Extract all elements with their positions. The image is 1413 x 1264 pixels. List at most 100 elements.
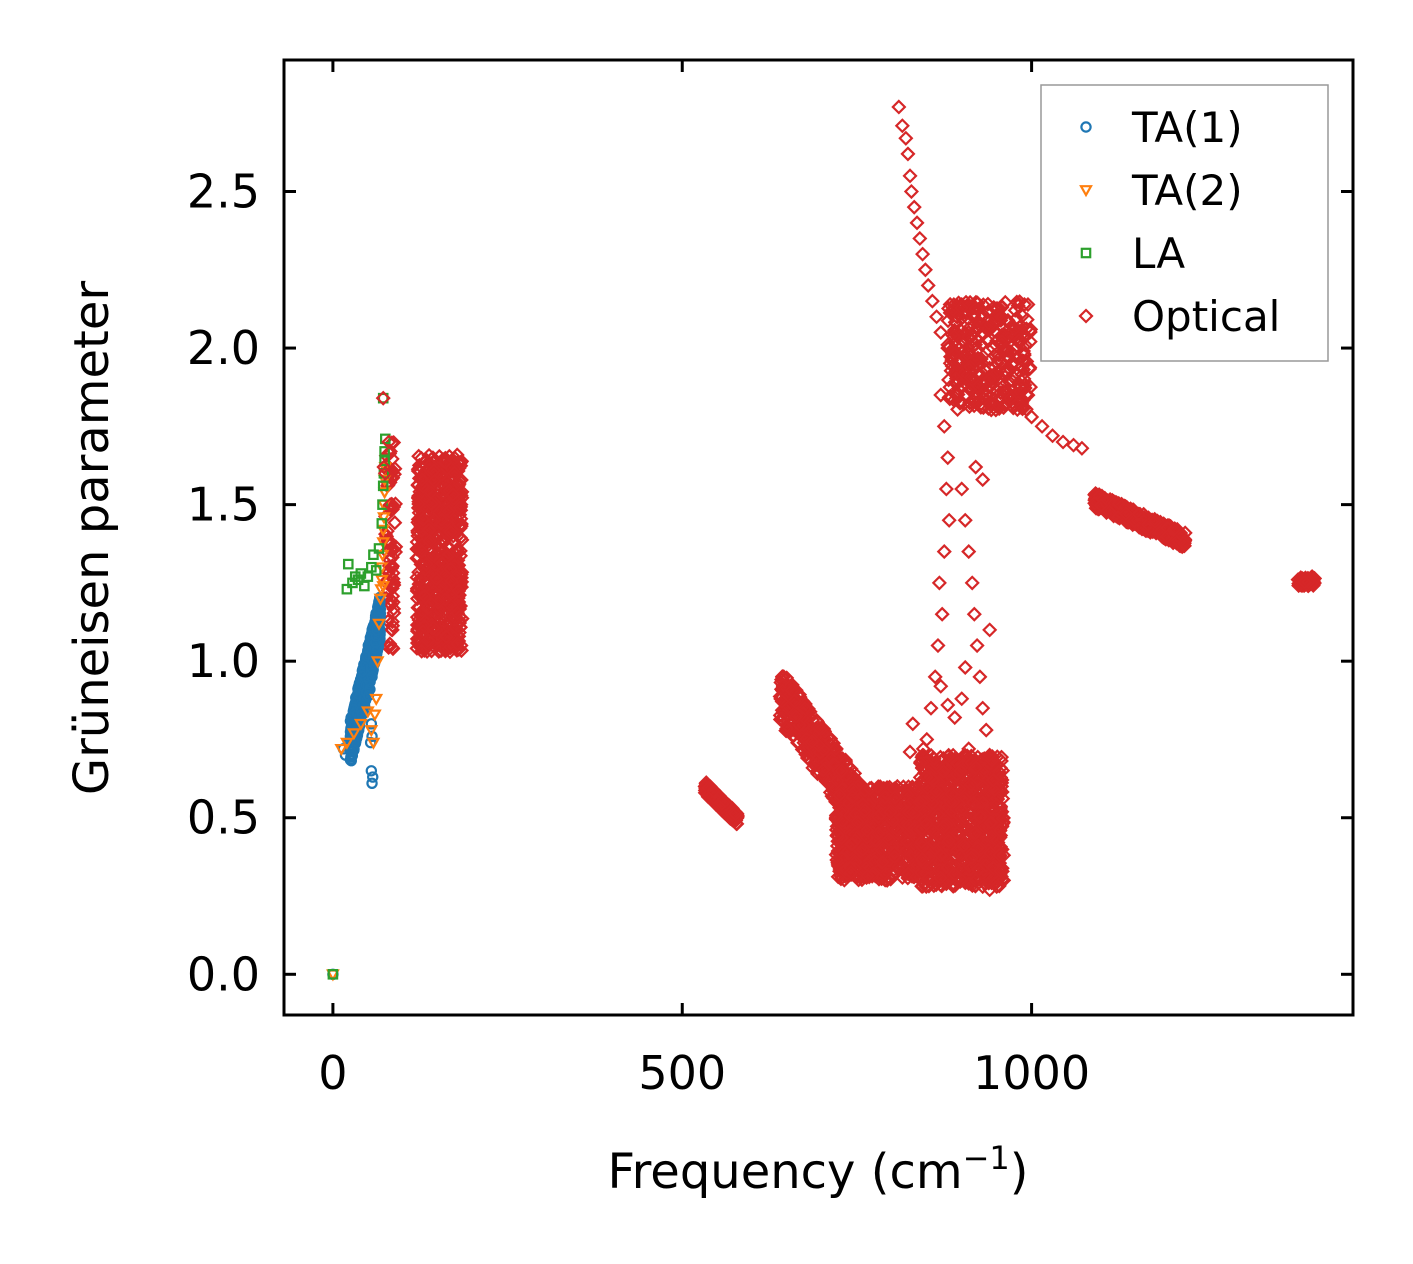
point-optical (995, 810, 1011, 827)
point-optical (1005, 368, 1021, 385)
x-tick-label: 0 (318, 1046, 347, 1100)
point-optical (774, 702, 790, 718)
point-optical (421, 533, 437, 549)
point-optical (940, 748, 956, 765)
point-optical (957, 659, 973, 675)
point-ta-1- (373, 605, 385, 617)
point-optical (953, 300, 969, 316)
point-optical (814, 721, 830, 737)
point-optical (882, 804, 899, 820)
point-optical (992, 863, 1008, 879)
point-optical (779, 721, 795, 737)
point-optical (431, 529, 447, 545)
point-optical (921, 878, 937, 894)
point-optical (441, 504, 457, 520)
point-optical (971, 365, 987, 381)
point-ta-2- (366, 737, 381, 750)
y-tick-label: 1.5 (187, 478, 260, 532)
point-ta-2- (369, 693, 384, 706)
point-optical (900, 866, 916, 882)
point-optical (425, 620, 441, 636)
point-optical (706, 783, 722, 799)
point-optical (1118, 499, 1134, 515)
point-optical (1007, 302, 1023, 318)
point-optical (1011, 332, 1027, 349)
plot-frame (282, 58, 1355, 1017)
point-optical (429, 637, 446, 653)
point-optical (868, 782, 884, 799)
point-optical (792, 707, 808, 724)
point-optical (919, 816, 935, 832)
point-optical (914, 851, 930, 867)
point-optical (452, 615, 468, 631)
point-optical (883, 871, 899, 887)
legend-label: Optical (1132, 292, 1280, 341)
point-optical (826, 756, 843, 773)
y-tick-label: 0.0 (187, 947, 260, 1001)
point-optical (1009, 294, 1025, 310)
point-optical (776, 705, 792, 721)
point-optical (982, 882, 998, 898)
point-optical (842, 807, 858, 824)
point-optical (942, 794, 958, 810)
point-optical (898, 130, 914, 146)
point-optical (891, 99, 907, 115)
point-optical (915, 246, 931, 262)
point-optical (992, 822, 1008, 838)
point-optical (1297, 574, 1313, 590)
point-optical (940, 450, 956, 466)
point-optical (862, 834, 878, 850)
point-optical (966, 606, 982, 622)
point-optical (859, 829, 875, 845)
point-optical (452, 500, 468, 516)
point-optical (961, 544, 977, 560)
point-optical (1015, 361, 1031, 378)
point-optical (786, 693, 802, 709)
point-optical (874, 854, 890, 870)
point-optical (926, 835, 942, 851)
point-optical (454, 611, 470, 627)
point-optical (920, 870, 936, 886)
point-optical (968, 459, 984, 475)
point-optical (442, 639, 459, 655)
x-axis-ticks: 0 500 1000 (318, 60, 1090, 1100)
point-optical (982, 747, 998, 763)
point-optical (912, 230, 928, 247)
point-optical (944, 786, 960, 802)
point-optical (877, 789, 893, 805)
point-la (377, 499, 388, 510)
point-optical (949, 825, 965, 841)
point-optical (920, 277, 936, 293)
point-optical (917, 262, 933, 278)
legend-marker (1080, 247, 1092, 259)
point-optical (434, 556, 450, 572)
point-optical (843, 864, 859, 880)
point-optical (415, 478, 431, 494)
point-optical (989, 364, 1005, 380)
point-optical (985, 772, 1001, 788)
point-optical (996, 399, 1012, 416)
point-optical (962, 359, 978, 375)
legend-label: LA (1132, 229, 1185, 278)
point-optical (1131, 506, 1147, 522)
point-optical (845, 782, 861, 798)
point-optical (933, 678, 949, 694)
point-optical (441, 496, 457, 512)
point-optical (454, 532, 470, 548)
point-optical (417, 588, 433, 604)
point-optical (870, 809, 887, 825)
point-optical (963, 850, 979, 866)
point-optical (446, 465, 462, 481)
point-optical (968, 294, 984, 310)
legend-item-ta-1-: TA(1) (1080, 103, 1243, 152)
point-optical (949, 766, 965, 782)
point-ta-1- (365, 718, 378, 730)
point-optical (975, 325, 991, 342)
point-optical (993, 798, 1009, 814)
point-optical (961, 875, 977, 892)
point-optical (411, 457, 427, 473)
point-optical (940, 697, 956, 713)
point-optical (885, 812, 901, 828)
